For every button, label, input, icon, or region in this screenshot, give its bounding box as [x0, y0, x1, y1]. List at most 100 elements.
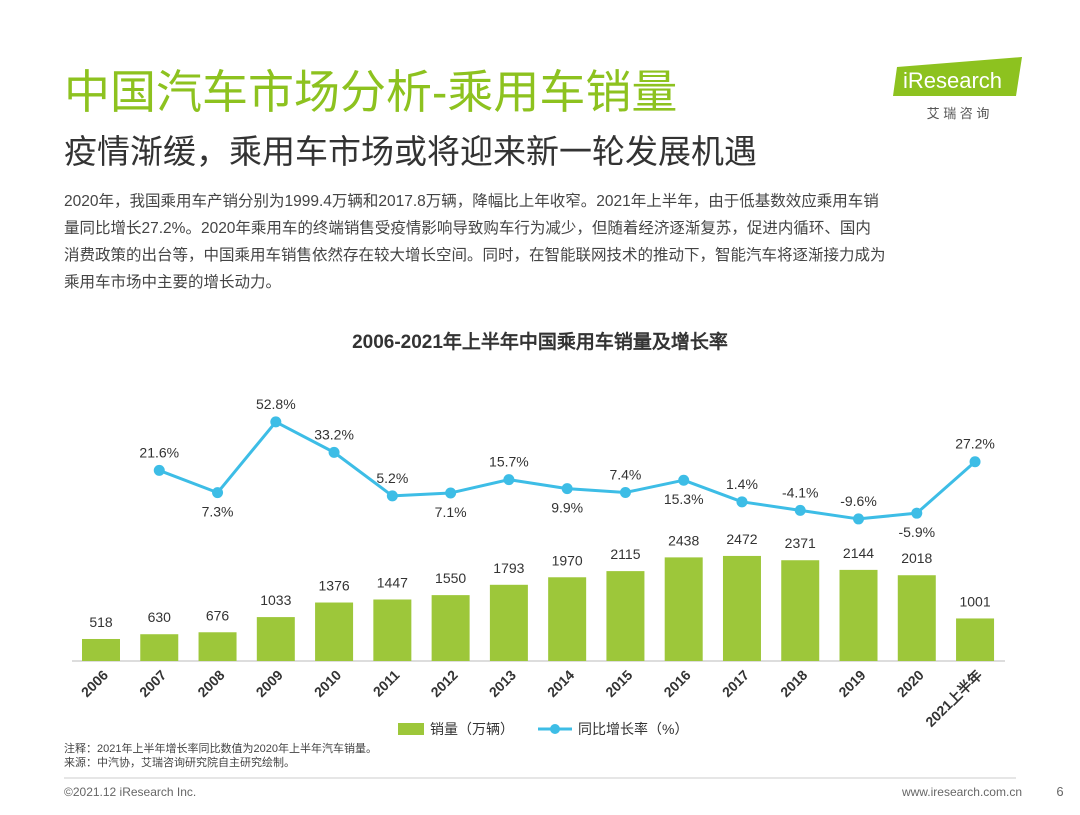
- chart-title: 2006-2021年上半年中国乘用车销量及增长率: [352, 330, 728, 353]
- growth-point: [270, 416, 282, 428]
- x-tick-label: 2014: [544, 667, 577, 700]
- growth-label: 15.7%: [489, 454, 529, 470]
- bar: [548, 577, 587, 661]
- growth-label: 5.2%: [376, 470, 408, 486]
- growth-label: 7.4%: [609, 466, 641, 482]
- bar-label: 1793: [493, 560, 524, 576]
- logo-badge: [893, 57, 1022, 96]
- bar: [373, 599, 412, 661]
- growth-point: [678, 474, 690, 486]
- body-line: 乘用车市场中主要的增长动力。: [64, 273, 281, 291]
- bar: [431, 595, 470, 661]
- growth-point: [561, 483, 573, 495]
- x-tick-label: 2010: [311, 667, 344, 700]
- bar-label: 1033: [260, 592, 291, 608]
- growth-label: 27.2%: [955, 436, 995, 452]
- growth-label: -5.9%: [898, 524, 935, 540]
- bar: [198, 632, 237, 661]
- x-tick-label: 2013: [486, 667, 519, 700]
- legend-label: 同比增长率（%）: [578, 721, 688, 737]
- growth-point: [794, 504, 806, 516]
- page-number: 6: [1056, 784, 1063, 799]
- growth-label: 15.3%: [664, 491, 704, 507]
- growth-label: 1.4%: [726, 476, 758, 492]
- bar: [781, 560, 820, 661]
- growth-point: [212, 487, 224, 499]
- growth-label: 7.1%: [435, 504, 467, 520]
- bar-label: 518: [89, 614, 113, 630]
- x-tick-label: 2021上半年: [922, 667, 985, 730]
- growth-point: [386, 490, 398, 502]
- note: 来源：中汽协，艾瑞咨询研究院自主研究绘制。: [64, 755, 295, 769]
- bar-label: 2438: [668, 532, 699, 548]
- growth-point: [911, 507, 923, 519]
- x-tick-label: 2017: [719, 667, 752, 700]
- bar: [315, 602, 354, 661]
- bar-label: 2018: [901, 550, 932, 566]
- logo-cn: 艾 瑞 咨 询: [927, 106, 990, 121]
- bar-label: 630: [148, 609, 172, 625]
- bar-label: 1376: [319, 578, 350, 594]
- bar: [897, 575, 936, 661]
- bar: [606, 571, 645, 661]
- bar: [82, 638, 120, 661]
- x-tick-label: 2015: [602, 667, 635, 700]
- growth-label: 9.9%: [551, 500, 583, 516]
- x-tick-label: 2012: [427, 667, 460, 700]
- growth-point: [503, 474, 515, 486]
- growth-point: [153, 464, 165, 476]
- growth-label: 52.8%: [256, 396, 296, 412]
- bar-label: 2472: [726, 531, 757, 547]
- subtitle: 疫情渐缓，乘用车市场或将迎来新一轮发展机遇: [64, 133, 757, 170]
- website: www.iresearch.com.cn: [901, 785, 1022, 799]
- bar-label: 1550: [435, 570, 466, 586]
- growth-label: -9.6%: [840, 493, 877, 509]
- bar: [140, 634, 179, 661]
- bar-label: 2115: [610, 546, 640, 562]
- bar-label: 2371: [785, 535, 816, 551]
- title: 中国汽车市场分析-乘用车销量: [64, 66, 677, 118]
- growth-label: -4.1%: [782, 484, 819, 500]
- body-text: 2020年，我国乘用车产销分别为1999.4万辆和2017.8万辆，降幅比上年收…: [64, 191, 886, 291]
- legend-swatch: [398, 723, 424, 735]
- x-tick-label: 2020: [894, 667, 927, 700]
- body-line: 2020年，我国乘用车产销分别为1999.4万辆和2017.8万辆，降幅比上年收…: [64, 191, 879, 210]
- growth-point: [445, 487, 457, 499]
- logo: iResearch: [903, 68, 1002, 93]
- bar: [664, 557, 703, 661]
- bar-label: 2144: [843, 545, 874, 561]
- bar-label: 676: [206, 607, 230, 623]
- note: 注释：2021年上半年增长率同比数值为2020年上半年汽车销量。: [64, 741, 377, 755]
- growth-point: [328, 446, 340, 458]
- growth-label: 21.6%: [139, 444, 179, 460]
- copyright: ©2021.12 iResearch Inc.: [64, 785, 196, 799]
- bar: [489, 584, 528, 661]
- legend-swatch: [550, 724, 560, 734]
- legend: 销量（万辆） 同比增长率（%）: [398, 721, 688, 737]
- body-line: 消费政策的出台等，中国乘用车销售依然存在较大增长空间。同时，在智能联网技术的推动…: [64, 246, 886, 264]
- growth-label: 7.3%: [202, 504, 234, 520]
- bar-label: 1447: [377, 575, 408, 591]
- growth-point: [969, 456, 981, 468]
- x-tick-label: 2007: [136, 667, 169, 700]
- x-tick-label: 2009: [253, 667, 286, 700]
- x-tick-label: 2011: [370, 667, 403, 700]
- bar: [956, 618, 995, 661]
- body-line: 量同比增长27.2%。2020年乘用车的终端销售受疫情影响导致购车行为减少，但随…: [64, 219, 871, 237]
- x-tick-label: 2008: [194, 667, 227, 700]
- bar-label: 1001: [959, 593, 990, 609]
- x-tick-label: 2019: [835, 667, 868, 700]
- growth-label: 33.2%: [314, 426, 354, 442]
- bar: [722, 555, 761, 661]
- x-tick-label: 2016: [660, 667, 693, 700]
- growth-point: [619, 486, 631, 498]
- bar: [839, 569, 878, 661]
- bar-label: 1970: [552, 552, 583, 568]
- x-tick-label: 2006: [78, 667, 111, 700]
- chart: 2006 2007 2008 2009 2010 2011 2012 2013 2014 2015…: [78, 396, 995, 730]
- legend-label: 销量（万辆）: [430, 721, 514, 737]
- bar: [256, 617, 295, 661]
- growth-point: [853, 513, 865, 525]
- x-tick-label: 2018: [777, 667, 810, 700]
